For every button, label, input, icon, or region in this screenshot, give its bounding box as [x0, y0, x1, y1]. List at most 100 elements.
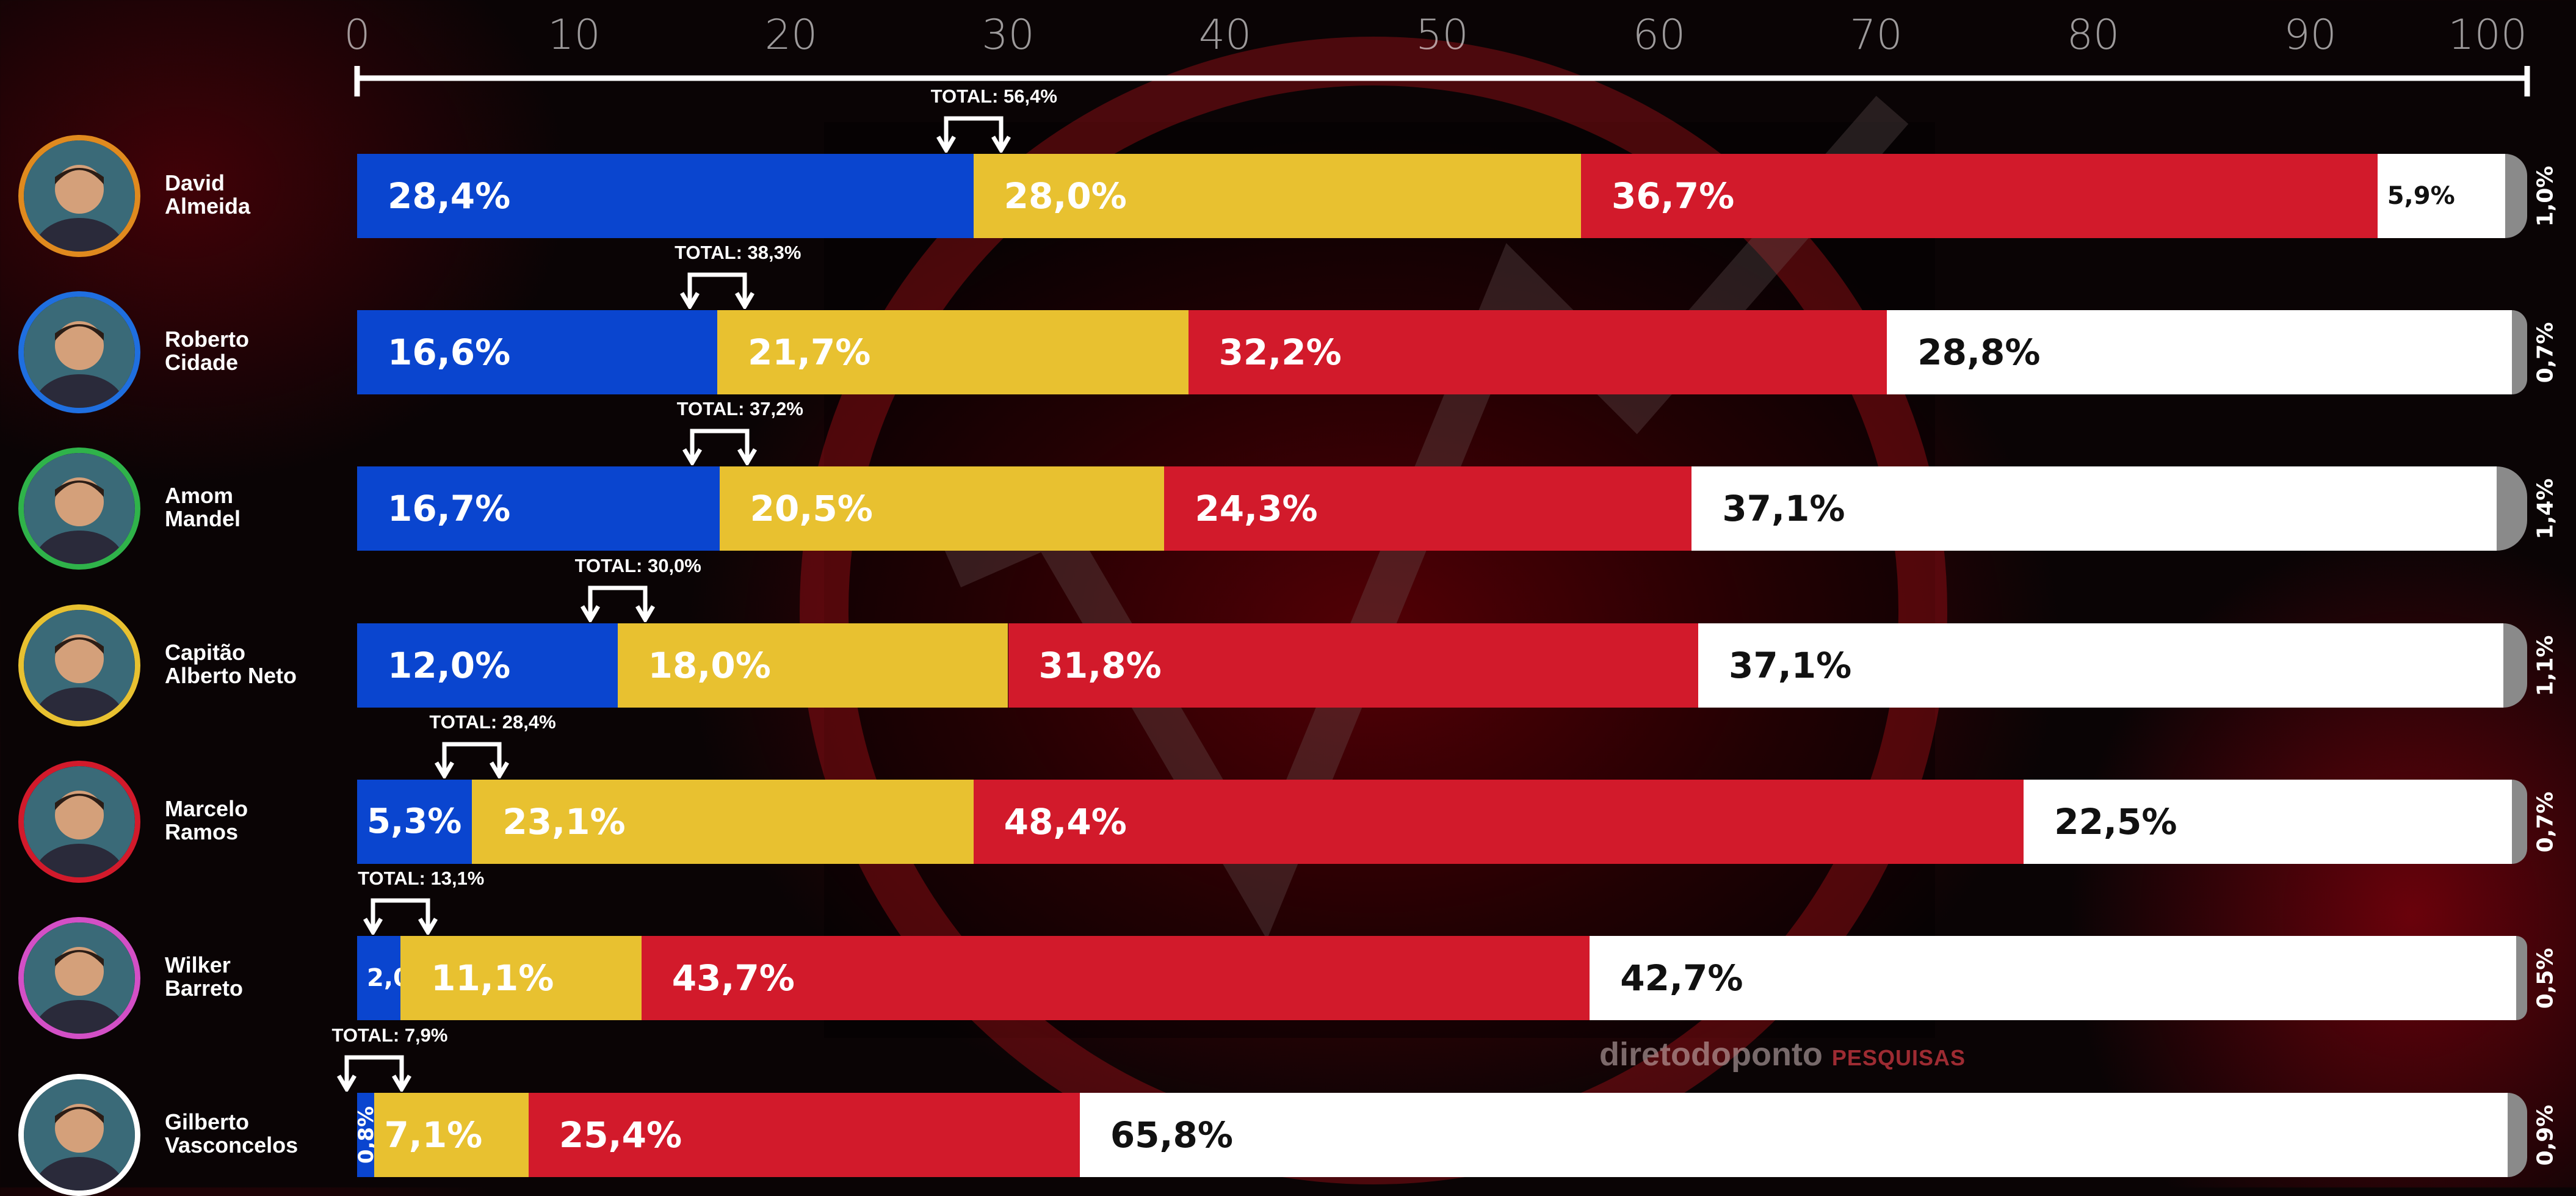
bar-segment: [2512, 310, 2527, 394]
candidate-name-line2: Almeida: [165, 194, 251, 219]
bar-segment: [1079, 1093, 2508, 1177]
candidate-name-line2: Ramos: [165, 819, 239, 844]
bar-value-label: 18,0%: [648, 645, 771, 686]
no-response-label: 1,1%: [2533, 635, 2558, 697]
candidate-name-line1: Amom: [165, 483, 234, 508]
watermark-brand: diretodoponto: [1599, 1036, 1823, 1073]
total-bracket: [936, 116, 1011, 153]
watermark-sub: PESQUISAS: [1831, 1045, 1966, 1070]
bar-segment: [1590, 936, 2517, 1020]
bar-segment: [2505, 154, 2527, 238]
bar-value-label: 12,0%: [388, 645, 511, 686]
total-bracket: [682, 429, 757, 465]
total-label: TOTAL: 30,0%: [574, 555, 701, 576]
candidate-photo: [18, 1074, 140, 1196]
bar-segment: [1008, 623, 1698, 708]
candidate-photo: [18, 291, 140, 413]
candidate-photo: [18, 917, 140, 1039]
bar-segment: [400, 936, 642, 1020]
bar-value-label: 42,7%: [1620, 957, 1743, 999]
no-response-label: 0,7%: [2533, 322, 2558, 383]
candidate-name-line1: David: [165, 170, 225, 195]
bar-segment: [973, 780, 2024, 864]
candidate-name-line2: Vasconcelos: [165, 1133, 298, 1158]
bar-segment: [357, 154, 974, 238]
candidate-name: Gilberto Vasconcelos: [165, 1111, 298, 1157]
candidate-name-line1: Wilker: [165, 952, 231, 977]
bar-value-label: 23,1%: [502, 801, 626, 843]
total-label: TOTAL: 56,4%: [930, 85, 1057, 107]
bar-value-label: 32,2%: [1218, 332, 1342, 373]
bar-segment: [2377, 154, 2506, 238]
bar-value-label: 28,0%: [1004, 175, 1127, 217]
candidate-photo: [18, 448, 140, 570]
bar-segment: [2024, 780, 2513, 864]
candidate-name: Capitão Alberto Neto: [165, 641, 297, 687]
bar-segment: [719, 466, 1165, 551]
bar-value-label: 21,7%: [748, 332, 871, 373]
bar-segment: [357, 1093, 375, 1177]
bar-value-label: 37,1%: [1728, 645, 1852, 686]
bar-value-label: 24,3%: [1195, 488, 1318, 529]
x-tick-label: 90: [2284, 11, 2337, 59]
watermark: diretodoponto PESQUISAS: [1599, 1033, 1966, 1076]
total-label: TOTAL: 7,9%: [331, 1024, 448, 1046]
candidate-name-line1: Marcelo: [165, 796, 248, 821]
bar-value-label: 48,4%: [1004, 801, 1127, 843]
total-bracket: [680, 272, 755, 309]
bar-segment: [1164, 466, 1692, 551]
candidate-name-line1: Roberto: [165, 327, 249, 352]
no-response-label: 0,9%: [2533, 1104, 2558, 1166]
bar-value-label: 43,7%: [671, 957, 795, 999]
bar-segment: [1188, 310, 1887, 394]
bar-value-label: 36,7%: [1612, 175, 1735, 217]
bar-segment: [528, 1093, 1080, 1177]
bar-segment: [2516, 936, 2527, 1020]
candidate-photo: [18, 135, 140, 257]
total-bracket: [580, 585, 655, 622]
bar-value-label: 28,8%: [1917, 332, 2041, 373]
total-bracket: [435, 742, 510, 778]
x-tick-label: 20: [765, 11, 818, 59]
bar-segment: [717, 310, 1189, 394]
bar-segment: [357, 310, 718, 394]
x-tick-label: 0: [344, 11, 370, 59]
bar-value-label: 25,4%: [559, 1114, 682, 1156]
bar-segment: [1581, 154, 2378, 238]
candidate-name-line2: Mandel: [165, 506, 241, 531]
bar-segment: [357, 623, 618, 708]
candidate-name-line2: Cidade: [165, 350, 239, 375]
bar-segment: [641, 936, 1590, 1020]
bar-value-label: 16,7%: [388, 488, 511, 529]
bar-value-label: 11,1%: [431, 957, 554, 999]
bar-segment: [2512, 780, 2527, 864]
total-label: TOTAL: 13,1%: [358, 868, 485, 889]
bar-value-label: 28,4%: [388, 175, 511, 217]
x-tick-label: 70: [1850, 11, 1903, 59]
bar-segment: [973, 154, 1581, 238]
bar-segment: [1691, 466, 2497, 551]
bar-value-label: 16,6%: [388, 332, 511, 373]
candidate-name: Wilker Barreto: [165, 954, 243, 1000]
candidate-name: Roberto Cidade: [165, 328, 249, 374]
no-response-label: 0,5%: [2533, 948, 2558, 1009]
bar-value-label: 20,5%: [750, 488, 873, 529]
no-response-label: 0,7%: [2533, 791, 2558, 853]
total-bracket: [337, 1055, 412, 1092]
bar-value-label: 22,5%: [2054, 801, 2177, 843]
bar-segment: [374, 1093, 529, 1177]
candidate-photo: [18, 761, 140, 883]
x-tick-label: 100: [2448, 11, 2527, 59]
bar-value-label: 7,1%: [384, 1114, 483, 1156]
no-response-label: 1,4%: [2533, 478, 2558, 540]
x-tick-label: 50: [1416, 11, 1469, 59]
bar-value-label: 37,1%: [1722, 488, 1845, 529]
bar-segment: [1698, 623, 2503, 708]
total-bracket: [363, 898, 438, 935]
bar-value-label: 31,8%: [1038, 645, 1162, 686]
candidate-name: Amom Mandel: [165, 484, 241, 531]
bar-value-label: 5,3%: [367, 802, 462, 841]
candidate-name-line2: Alberto Neto: [165, 663, 297, 688]
candidate-name: David Almeida: [165, 172, 250, 218]
candidate-name-line2: Barreto: [165, 976, 244, 1001]
